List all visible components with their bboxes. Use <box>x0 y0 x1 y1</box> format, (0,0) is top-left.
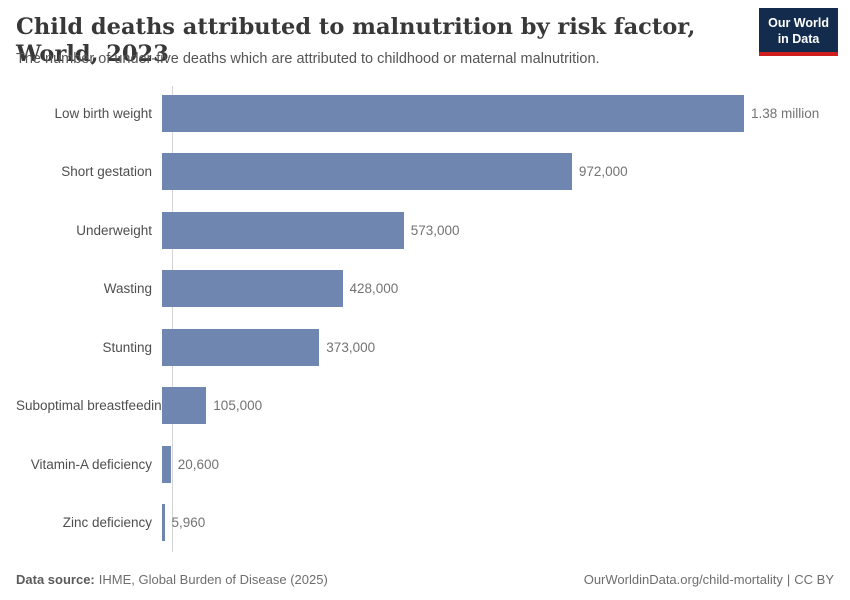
bar[interactable] <box>162 270 343 308</box>
category-label: Wasting <box>103 281 152 297</box>
credit-line: OurWorldinData.org/child-mortality | CC BY <box>584 572 834 587</box>
value-label: 1.38 million <box>751 105 820 121</box>
logo-line1: Our World <box>768 16 829 30</box>
bar-track: 5,960 <box>162 504 834 542</box>
bar-track: 972,000 <box>162 153 834 191</box>
bar-track: 105,000 <box>162 387 834 425</box>
owid-logo: Our World in Data <box>759 8 838 56</box>
bar[interactable] <box>162 328 320 366</box>
bar[interactable] <box>162 153 572 191</box>
category-label: Zinc deficiency <box>62 515 152 531</box>
bar-rows: Low birth weight 1.38 million Short gestat… <box>16 84 834 554</box>
category-label: Stunting <box>102 339 152 355</box>
chart-row: Zinc deficiency 5,960 <box>16 494 834 553</box>
bar-track: 373,000 <box>162 328 834 366</box>
chart-row: Stunting 373,000 <box>16 318 834 377</box>
category-label: Low birth weight <box>54 105 152 121</box>
value-label: 373,000 <box>326 339 376 355</box>
chart-row: Vitamin-A deficiency 20,600 <box>16 435 834 494</box>
credit-license: CC BY <box>794 572 834 587</box>
value-label: 573,000 <box>410 222 460 238</box>
chart-row: Underweight 573,000 <box>16 201 834 260</box>
bar[interactable] <box>162 94 744 132</box>
bar[interactable] <box>162 504 165 542</box>
datasource-value: IHME, Global Burden of Disease (2025) <box>98 572 328 587</box>
chart-row: Short gestation 972,000 <box>16 143 834 202</box>
y-axis-line <box>172 86 173 552</box>
chart-title: Child deaths attributed to malnutrition … <box>16 14 696 67</box>
value-label: 428,000 <box>349 281 399 297</box>
bar-chart: Low birth weight 1.38 million Short gestat… <box>16 84 834 554</box>
value-label: 20,600 <box>177 456 219 472</box>
chart-row: Suboptimal breastfeeding 105,000 <box>16 377 834 436</box>
datasource: Data source: IHME, Global Burden of Disea… <box>16 572 328 587</box>
datasource-label: Data source: <box>16 572 95 587</box>
chart-footer: Data source: IHME, Global Burden of Disea… <box>16 572 834 587</box>
bar-track: 428,000 <box>162 270 834 308</box>
bar[interactable] <box>162 211 404 249</box>
credit-url-link[interactable]: OurWorldinData.org/child-mortality <box>583 572 783 587</box>
logo-line2: in Data <box>777 32 820 46</box>
category-label: Vitamin-A deficiency <box>30 456 152 472</box>
value-label: 972,000 <box>578 164 628 180</box>
value-label: 5,960 <box>171 515 206 531</box>
credit-separator: | <box>786 572 791 587</box>
bar-track: 20,600 <box>162 445 834 483</box>
category-label: Short gestation <box>61 164 152 180</box>
chart-subtitle: The number of under-five deaths which ar… <box>16 51 600 67</box>
category-label: Underweight <box>76 222 152 238</box>
chart-row: Low birth weight 1.38 million <box>16 84 834 143</box>
bar-track: 573,000 <box>162 211 834 249</box>
bar[interactable] <box>162 387 207 425</box>
category-label: Suboptimal breastfeeding <box>16 398 170 414</box>
chart-row: Wasting 428,000 <box>16 260 834 319</box>
value-label: 105,000 <box>213 398 263 414</box>
bar-track: 1.38 million <box>162 94 834 132</box>
bar[interactable] <box>162 445 171 483</box>
